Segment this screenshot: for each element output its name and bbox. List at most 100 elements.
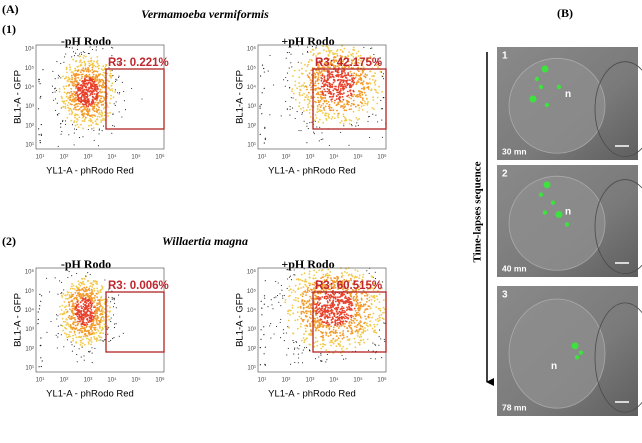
event-dot — [362, 273, 365, 276]
event-dot — [87, 101, 90, 104]
event-dot — [334, 332, 337, 334]
event-dot — [72, 82, 75, 85]
event-dot — [67, 76, 70, 79]
event-dot — [302, 320, 304, 323]
event-dot — [82, 51, 84, 53]
event-dot — [94, 120, 97, 123]
event-dot — [91, 76, 94, 79]
event-dot — [96, 328, 99, 331]
event-dot — [375, 91, 378, 93]
event-dot — [340, 88, 342, 90]
event-dot — [367, 82, 370, 85]
event-dot — [320, 322, 323, 325]
event-dot — [366, 102, 368, 105]
event-dot — [314, 100, 316, 103]
event-dot — [279, 321, 281, 324]
event-dot — [306, 125, 308, 127]
event-dot — [89, 91, 91, 93]
x-tick-label: 10³ — [306, 378, 315, 384]
event-dot — [64, 103, 67, 105]
event-dot — [323, 297, 326, 300]
event-dot — [83, 120, 86, 122]
event-dot — [286, 287, 288, 289]
event-dot — [90, 105, 93, 107]
event-dot — [363, 104, 365, 107]
event-dot — [352, 52, 354, 55]
event-dot — [61, 130, 63, 133]
event-dot — [92, 121, 94, 124]
event-dot — [264, 280, 266, 282]
event-dot — [342, 345, 344, 348]
event-dot — [62, 101, 65, 104]
event-dot — [115, 307, 117, 309]
event-dot — [326, 272, 329, 275]
event-dot — [68, 297, 70, 300]
event-dot — [309, 310, 312, 312]
event-dot — [94, 314, 97, 316]
event-dot — [350, 119, 353, 122]
event-dot — [102, 104, 104, 106]
event-dot — [322, 281, 325, 284]
event-dot — [287, 319, 290, 322]
event-dot — [332, 109, 335, 111]
event-dot — [76, 309, 78, 312]
event-dot — [333, 112, 336, 115]
event-dot — [358, 343, 361, 346]
event-dot — [329, 334, 332, 337]
event-dot — [319, 93, 321, 96]
event-dot — [337, 65, 339, 68]
event-dot — [363, 322, 365, 325]
event-dot — [330, 60, 332, 63]
event-dot — [357, 331, 359, 333]
x-tick-label: 10¹ — [36, 378, 45, 384]
event-dot — [341, 274, 344, 277]
x-tick-label: 10⁶ — [155, 154, 165, 161]
event-dot — [98, 305, 101, 308]
event-dot — [93, 110, 96, 113]
event-dot — [336, 313, 339, 315]
event-dot — [96, 290, 99, 292]
event-dot — [347, 296, 350, 299]
event-dot — [51, 85, 53, 87]
event-dot — [363, 311, 366, 313]
event-dot — [74, 99, 77, 102]
y-tick-label: 10¹ — [25, 143, 34, 149]
event-dot — [354, 346, 357, 349]
event-dot — [318, 52, 321, 54]
event-dot — [106, 325, 109, 327]
event-dot — [294, 291, 297, 293]
event-dot — [332, 53, 335, 56]
gate-label: R3: 60.515% — [315, 280, 382, 292]
frame-time: 40 mn — [502, 263, 527, 273]
event-dot — [363, 46, 365, 49]
event-dot — [264, 364, 266, 366]
event-dot — [342, 316, 344, 319]
event-dot — [77, 76, 80, 79]
event-dot — [62, 292, 65, 295]
event-dot — [81, 69, 84, 71]
event-dot — [301, 112, 303, 114]
event-dot — [349, 302, 351, 305]
event-dot — [261, 307, 263, 309]
event-dot — [306, 337, 308, 340]
event-dot — [40, 95, 42, 98]
event-dot — [299, 89, 302, 92]
event-dot — [330, 92, 332, 95]
event-dot — [83, 88, 86, 91]
event-dot — [98, 90, 101, 93]
event-dot — [101, 115, 103, 118]
event-dot — [113, 337, 115, 339]
event-dot — [60, 95, 63, 98]
event-dot — [315, 314, 317, 316]
event-dot — [376, 323, 379, 326]
event-dot — [84, 306, 87, 309]
event-dot — [77, 317, 80, 320]
event-dot — [87, 293, 89, 295]
event-dot — [319, 343, 322, 346]
cell-outline — [594, 179, 642, 275]
event-dot — [356, 332, 359, 335]
event-dot — [337, 97, 340, 100]
event-dot — [69, 66, 71, 69]
x-tick-label: 10⁶ — [377, 377, 387, 384]
event-dot — [99, 113, 102, 116]
